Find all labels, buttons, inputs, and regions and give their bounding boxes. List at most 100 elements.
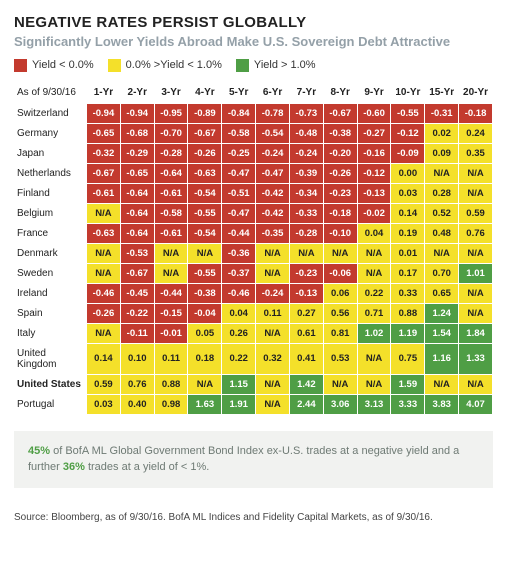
yield-cell: -0.65 — [87, 123, 121, 143]
table-row: Japan-0.32-0.29-0.28-0.26-0.25-0.24-0.24… — [15, 143, 493, 163]
legend-green: Yield > 1.0% — [236, 59, 316, 72]
yield-cell: 0.76 — [120, 374, 154, 394]
country-label: Germany — [15, 123, 87, 143]
yield-cell: 0.28 — [425, 183, 459, 203]
yield-cell: -0.42 — [256, 203, 290, 223]
yield-cell: 0.26 — [222, 323, 256, 343]
yield-cell: -0.64 — [120, 183, 154, 203]
yield-cell: 0.98 — [154, 394, 188, 414]
yield-cell: 0.10 — [120, 343, 154, 374]
yield-cell: -0.54 — [188, 223, 222, 243]
yield-cell: -0.55 — [188, 203, 222, 223]
yield-cell: -0.67 — [120, 263, 154, 283]
yield-cell: -0.27 — [357, 123, 391, 143]
table-row: Switzerland-0.94-0.94-0.95-0.89-0.84-0.7… — [15, 103, 493, 123]
country-label: Netherlands — [15, 163, 87, 183]
col-header: 1-Yr — [87, 82, 121, 103]
yield-cell: 0.27 — [289, 303, 323, 323]
table-row: ItalyN/A-0.11-0.010.050.26N/A0.610.811.0… — [15, 323, 493, 343]
yield-cell: 0.14 — [87, 343, 121, 374]
legend-yellow: 0.0% >Yield < 1.0% — [108, 59, 222, 72]
yield-cell: -0.18 — [323, 203, 357, 223]
table-row: BelgiumN/A-0.64-0.58-0.55-0.47-0.42-0.33… — [15, 203, 493, 223]
yield-cell: -0.54 — [188, 183, 222, 203]
yield-cell: -0.29 — [120, 143, 154, 163]
yield-cell: 0.19 — [391, 223, 425, 243]
yield-cell: 0.33 — [391, 283, 425, 303]
yield-cell: N/A — [323, 374, 357, 394]
yield-cell: 1.91 — [222, 394, 256, 414]
table-row: Ireland-0.46-0.45-0.44-0.38-0.46-0.24-0.… — [15, 283, 493, 303]
yield-cell: -0.64 — [154, 163, 188, 183]
yield-cell: -0.37 — [222, 263, 256, 283]
yield-cell: N/A — [87, 323, 121, 343]
yield-cell: 0.11 — [154, 343, 188, 374]
yield-cell: 0.00 — [391, 163, 425, 183]
yield-cell: 1.02 — [357, 323, 391, 343]
yield-cell: -0.63 — [188, 163, 222, 183]
table-row: Spain-0.26-0.22-0.15-0.040.040.110.270.5… — [15, 303, 493, 323]
yield-cell: N/A — [256, 394, 290, 414]
yield-cell: -0.95 — [154, 103, 188, 123]
yield-cell: 1.33 — [459, 343, 493, 374]
note-pct1: 45% — [28, 445, 50, 457]
yield-cell: -0.65 — [120, 163, 154, 183]
yield-cell: -0.06 — [323, 263, 357, 283]
yield-cell: -0.58 — [222, 123, 256, 143]
yield-cell: -0.94 — [87, 103, 121, 123]
yield-cell: 3.06 — [323, 394, 357, 414]
legend: Yield < 0.0% 0.0% >Yield < 1.0% Yield > … — [14, 59, 493, 72]
yield-cell: N/A — [459, 283, 493, 303]
yield-cell: 4.07 — [459, 394, 493, 414]
col-header: 3-Yr — [154, 82, 188, 103]
yield-cell: N/A — [256, 374, 290, 394]
yield-cell: -0.64 — [120, 203, 154, 223]
yield-cell: N/A — [154, 243, 188, 263]
yield-cell: N/A — [425, 374, 459, 394]
yield-cell: -0.84 — [222, 103, 256, 123]
yield-cell: -0.64 — [120, 223, 154, 243]
country-label: Switzerland — [15, 103, 87, 123]
yield-cell: N/A — [323, 243, 357, 263]
yield-cell: -0.09 — [391, 143, 425, 163]
yield-cell: -0.70 — [154, 123, 188, 143]
yield-cell: -0.38 — [323, 123, 357, 143]
col-header: 15-Yr — [425, 82, 459, 103]
table-row: Finland-0.61-0.64-0.61-0.54-0.51-0.42-0.… — [15, 183, 493, 203]
yield-cell: 0.09 — [425, 143, 459, 163]
yield-cell: -0.63 — [87, 223, 121, 243]
yield-cell: -0.02 — [357, 203, 391, 223]
yield-cell: -0.46 — [87, 283, 121, 303]
footnote: 45% of BofA ML Global Government Bond In… — [14, 431, 493, 488]
legend-yellow-label: 0.0% >Yield < 1.0% — [126, 59, 222, 71]
yield-cell: 0.02 — [425, 123, 459, 143]
col-header: 7-Yr — [289, 82, 323, 103]
table-row: United Kingdom0.140.100.110.180.220.320.… — [15, 343, 493, 374]
yield-cell: -0.55 — [188, 263, 222, 283]
country-label: France — [15, 223, 87, 243]
yield-cell: -0.23 — [289, 263, 323, 283]
yield-cell: -0.60 — [357, 103, 391, 123]
country-label: Denmark — [15, 243, 87, 263]
yield-cell: 0.01 — [391, 243, 425, 263]
yield-cell: -0.34 — [289, 183, 323, 203]
yield-cell: -0.55 — [391, 103, 425, 123]
swatch-yellow — [108, 59, 121, 72]
yield-cell: 0.65 — [425, 283, 459, 303]
col-header: 10-Yr — [391, 82, 425, 103]
table-head: As of 9/30/16 1-Yr2-Yr3-Yr4-Yr5-Yr6-Yr7-… — [15, 82, 493, 103]
yield-cell: N/A — [256, 323, 290, 343]
yield-cell: 0.14 — [391, 203, 425, 223]
yield-cell: N/A — [459, 243, 493, 263]
yield-cell: 0.56 — [323, 303, 357, 323]
yield-cell: 1.19 — [391, 323, 425, 343]
yield-cell: -0.39 — [289, 163, 323, 183]
yield-cell: 3.13 — [357, 394, 391, 414]
table-body: Switzerland-0.94-0.94-0.95-0.89-0.84-0.7… — [15, 103, 493, 414]
yield-cell: 0.59 — [87, 374, 121, 394]
yield-cell: 0.32 — [256, 343, 290, 374]
yield-cell: -0.48 — [289, 123, 323, 143]
source-line: Source: Bloomberg, as of 9/30/16. BofA M… — [14, 512, 493, 523]
yield-cell: N/A — [87, 243, 121, 263]
yield-cell: 0.03 — [391, 183, 425, 203]
